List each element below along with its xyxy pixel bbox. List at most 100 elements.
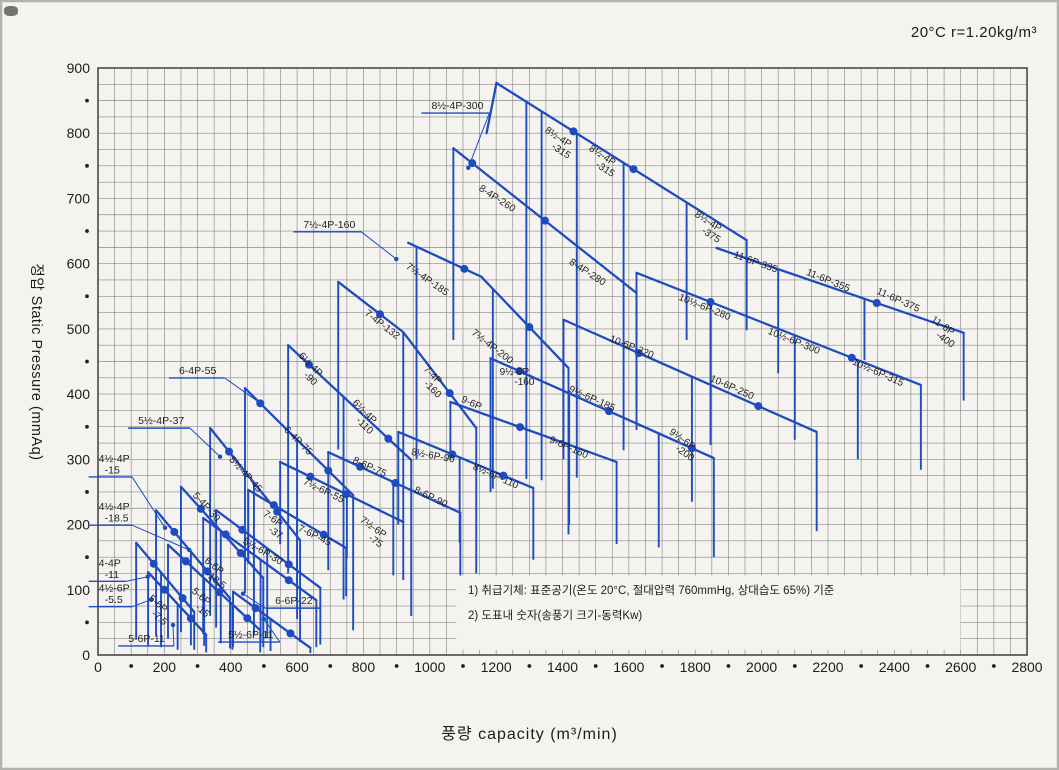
curve-label: 8-4P-260 (477, 183, 518, 215)
leader-target-dot (240, 591, 246, 596)
fan-curve-8.5-6P-main (397, 430, 535, 490)
fan-curve-8-4P-rating-dot (468, 159, 477, 168)
chart-condition-title: 20°C r=1.20kg/m³ (910, 24, 1037, 41)
fan-curve-10.5-6P-rating-dot (706, 297, 715, 306)
fan-curve-11-6P-main (715, 246, 965, 334)
fan-curve-7.5-6P-main (279, 460, 405, 524)
leader-target-dot (162, 525, 168, 531)
leader-line (131, 599, 152, 608)
x-tick-label: 2000 (746, 659, 777, 675)
fan-curve-7.5-6P-rating-dot (342, 490, 351, 499)
y-tick-label: 300 (67, 451, 91, 467)
fan-curve-8.5-4P-rating-dot (629, 165, 638, 174)
x-tick-dot (593, 664, 598, 668)
fan-curve-5.5-6P-11-rating-dot (251, 604, 260, 613)
leader-line (224, 377, 261, 404)
x-tick-dot (527, 664, 532, 668)
leader-target-dot (170, 622, 176, 628)
x-tick-dot (991, 664, 996, 668)
curve-label: 7-4P-160 (414, 364, 451, 401)
fan-curve-6-6P-main (202, 516, 318, 602)
fan-curve-7-6P-rating-dot (269, 501, 278, 510)
fan-curve-5-6P-rating-dot (243, 614, 252, 623)
fan-curve-5.5-4P-main (208, 426, 302, 542)
x-tick-label: 600 (285, 659, 309, 675)
fan-curve-7.5-4P-main (407, 241, 570, 370)
leader-line (125, 576, 148, 582)
leader-target-dot (261, 616, 267, 622)
note-line-2: 2) 도표내 숫자(송풍기 크기-동력Kw) (468, 609, 643, 622)
curve-label: 8-4P-280 (567, 257, 608, 289)
y-tick-label: 100 (67, 582, 91, 598)
fan-curve-4.5-4P-rating-dot (170, 527, 179, 536)
note-line-1: 1) 취급기체: 표준공기(온도 20°C, 절대압력 760mmHg, 상대습… (468, 585, 835, 597)
fan-curve-5.5-6P-30-main (214, 509, 322, 589)
y-tick-dot (85, 424, 89, 429)
x-tick-label: 1800 (680, 659, 711, 675)
x-tick-dot (660, 664, 664, 668)
leader-target-dot (466, 165, 471, 170)
fan-curve-8-6P-rating-dot (356, 462, 365, 471)
curve-label: 9½-6P -160 (500, 367, 535, 388)
fan-curve-6.5-4P-rating-dot (305, 360, 314, 369)
x-tick-label: 2800 (1011, 659, 1042, 675)
curve-label-leader: 4½-4P -18.5 (99, 501, 130, 525)
fan-curve-5.5-4P-rating-dot (225, 447, 234, 456)
x-tick-label: 1400 (547, 659, 578, 675)
fan-curve-5.5-6P-11-rating-dot (286, 629, 295, 638)
y-tick-label: 200 (67, 517, 91, 533)
scan-artifact (4, 6, 18, 16)
leader-target-dot (148, 597, 154, 602)
curve-label-leader: 5-6P-11 (128, 633, 165, 645)
fan-curve-5-6P-rating-dot (181, 557, 190, 566)
x-tick-label: 400 (219, 659, 243, 675)
x-tick-dot (792, 664, 797, 668)
curve-label: 11-6P-335 (732, 250, 779, 276)
fan-curve-4.5-6P-rating-dot (160, 585, 169, 594)
leader-target-dot (258, 401, 263, 406)
fan-curve-5-4P-rating-dot (236, 549, 245, 558)
fan-curve-10.5-6P-rating-dot (847, 353, 856, 362)
x-tick-dot (328, 664, 333, 668)
y-tick-label: 0 (82, 647, 90, 663)
y-tick-dot (85, 98, 89, 103)
fan-curve-4.5-6P-rating-dot (186, 614, 195, 623)
x-tick-label: 1200 (481, 659, 512, 675)
curve-label: 9½-6P-200 (661, 427, 702, 464)
x-tick-dot (461, 664, 465, 668)
leader-target-dot (187, 547, 192, 553)
curve-label: 6½-4P-90 (289, 351, 327, 389)
curve-label: 8-6P-75 (351, 455, 388, 480)
x-tick-label: 2400 (879, 659, 910, 675)
curve-label-leader: 6-6P-22 (275, 595, 313, 607)
x-tick-dot (925, 664, 930, 668)
y-tick-label: 500 (67, 321, 91, 337)
leader-target-dot (394, 256, 399, 262)
leader-line (242, 593, 266, 609)
notes-box: 1) 취급기체: 표준공기(온도 20°C, 절대압력 760mmHg, 상대습… (468, 585, 958, 635)
fan-curve-8.5-4P-main (485, 81, 748, 242)
leader-line (189, 427, 221, 458)
curve-label: 8½-4P-315 (581, 143, 622, 180)
fan-curve-7-4P-rating-dot (445, 389, 454, 398)
note-box-mask (456, 575, 961, 650)
leader-line (131, 476, 166, 529)
leader-line (467, 112, 490, 168)
fan-curve-5.5-6P-11-main (231, 590, 312, 649)
fan-curve-5.5-4P-rating-dot (273, 507, 282, 516)
fan-curve-10-6P-rating-dot (754, 402, 763, 411)
curve-label: 7-6P-37 (255, 509, 290, 542)
curve-label: 8-6P-90 (412, 485, 449, 511)
x-tick-dot (859, 664, 864, 668)
curve-label: 7½-6P-75 (352, 515, 391, 551)
curve-label-leader: 4-4P -11 (99, 557, 121, 581)
y-tick-dot (85, 490, 89, 494)
fan-curve-4.5-4P-main (154, 509, 232, 600)
x-tick-label: 1000 (414, 659, 445, 675)
leader-line (172, 624, 175, 646)
fan-curve-8.5-6P-rating-dot (499, 471, 508, 480)
fan-curve-7.5-4P-rating-dot (460, 264, 469, 273)
y-tick-label: 800 (67, 125, 91, 141)
x-tick-dot (394, 664, 399, 668)
